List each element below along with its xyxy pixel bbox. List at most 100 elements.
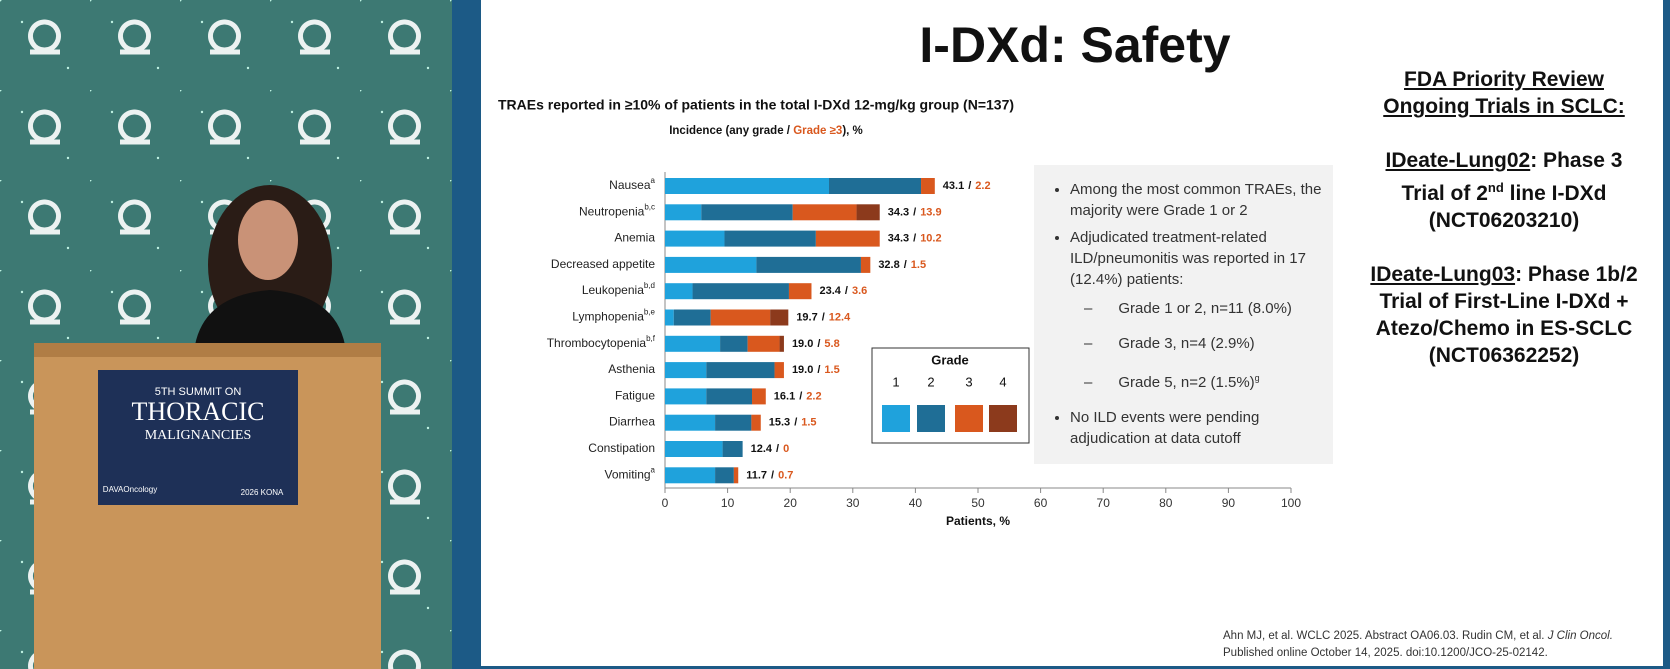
- y-tick-label: Fatigue: [615, 389, 655, 403]
- value-label: 11.7 / 0.7: [746, 469, 793, 481]
- bar-segment: [829, 178, 922, 194]
- sub-bullet-text: Grade 5, n=2 (1.5%): [1118, 374, 1255, 391]
- bar-segment: [665, 441, 723, 457]
- bar-segment: [779, 335, 784, 352]
- legend-label: 2: [927, 374, 934, 389]
- bar-segment: [815, 230, 880, 247]
- trial-id: (NCT06203210): [1428, 209, 1580, 232]
- y-tick-label: Diarrhea: [609, 415, 655, 429]
- legend-title: Grade: [931, 352, 969, 367]
- bar-segment: [752, 388, 766, 405]
- bar-segment: [665, 256, 757, 273]
- bar-segment: [715, 414, 752, 431]
- bar-segment: [856, 204, 880, 221]
- bar-segment: [692, 283, 789, 300]
- x-axis-title: Patients, %: [946, 514, 1010, 528]
- bar-segment: [747, 335, 780, 352]
- trial: IDeate-Lung03: Phase 1b/2 Trial of First…: [1368, 261, 1640, 369]
- total-label: 34.3: [888, 233, 909, 245]
- podium-text: 5TH SUMMIT ON: [155, 386, 242, 398]
- citation-text: Published online October 14, 2025. doi:1…: [1223, 647, 1548, 659]
- bar-segment: [706, 388, 753, 405]
- bar-segment: [665, 335, 721, 352]
- total-label: 23.4: [819, 285, 841, 297]
- grade3-label: 3.6: [852, 285, 867, 297]
- trial: IDeate-Lung02: Phase 3 Trial of 2nd line…: [1368, 147, 1640, 234]
- chart-title: TRAEs reported in ≥10% of patients in th…: [498, 97, 1014, 113]
- bar-segment: [724, 230, 816, 247]
- subtitle-part: Grade ≥3: [793, 125, 842, 137]
- subtitle-part: ), %: [842, 125, 862, 137]
- chart-subtitle: Incidence (any grade / Grade ≥3), %: [669, 125, 863, 137]
- total-label: 34.3: [888, 206, 909, 218]
- bar-segment: [722, 441, 743, 457]
- category-name: Decreased appetite: [551, 257, 655, 271]
- bar-segment: [665, 467, 716, 484]
- label-separator: /: [794, 417, 797, 429]
- bar-segment: [673, 309, 711, 326]
- bullet: Adjudicated treatment-related ILD/pneumo…: [1070, 227, 1333, 393]
- x-tick-label: 30: [846, 496, 860, 510]
- label-separator: /: [771, 469, 774, 481]
- category-note: a: [651, 176, 656, 185]
- label-separator: /: [904, 259, 907, 271]
- grade3-label: 13.9: [920, 206, 941, 218]
- grade3-label: 2.2: [806, 390, 821, 402]
- y-tick-label: Leukopeniab,d: [582, 281, 655, 297]
- y-tick-label: Neutropeniab,c: [579, 202, 655, 218]
- bullet-box: Among the most common TRAEs, the majorit…: [1034, 165, 1333, 464]
- category-name: Thrombocytopenia: [547, 336, 647, 350]
- y-tick-label: Lymphopeniab,e: [572, 308, 655, 324]
- bar-segment: [665, 178, 830, 194]
- category-name: Fatigue: [615, 389, 655, 403]
- value-label: 32.8 / 1.5: [878, 259, 926, 271]
- x-tick-label: 60: [1034, 496, 1048, 510]
- bar-segment: [665, 388, 707, 405]
- value-label: 43.1 / 2.2: [943, 180, 991, 192]
- trial-id: (NCT06362252): [1428, 344, 1580, 367]
- grade3-label: 10.2: [920, 233, 941, 245]
- category-name: Neutropenia: [579, 204, 645, 218]
- grade3-label: 1.5: [801, 417, 816, 429]
- podium-text: THORACIC: [132, 397, 265, 426]
- legend-label: 1: [892, 374, 899, 389]
- grade3-label: 12.4: [829, 311, 851, 323]
- label-separator: /: [776, 443, 779, 455]
- citation-journal: J Clin Oncol.: [1547, 630, 1613, 642]
- legend-swatch: [989, 405, 1017, 432]
- category-name: Lymphopenia: [572, 310, 644, 324]
- category-name: Asthenia: [608, 362, 655, 376]
- bar-segment: [665, 362, 707, 379]
- sub-bullet: Grade 1 or 2, n=11 (8.0%): [1084, 298, 1333, 319]
- bar-segment: [770, 309, 789, 326]
- label-separator: /: [913, 206, 916, 218]
- bullet-text: Adjudicated treatment-related ILD/pneumo…: [1070, 229, 1306, 288]
- grade3-label: 2.2: [975, 180, 990, 192]
- value-label: 16.1 / 2.2: [774, 390, 822, 402]
- value-label: 23.4 / 3.6: [819, 285, 867, 297]
- x-tick-label: 100: [1281, 496, 1301, 510]
- legend-label: 4: [999, 374, 1006, 389]
- total-label: 15.3: [769, 417, 790, 429]
- category-name: Nausea: [609, 178, 651, 192]
- value-label: 15.3 / 1.5: [769, 417, 817, 429]
- bar-segment: [665, 283, 693, 300]
- category-name: Anemia: [614, 231, 655, 245]
- value-label: 19.0 / 5.8: [792, 338, 840, 350]
- bar-segment: [720, 335, 748, 352]
- label-separator: /: [817, 338, 820, 350]
- category-note: a: [651, 465, 656, 474]
- value-label: 34.3 / 13.9: [888, 206, 942, 218]
- legend-swatch: [882, 405, 910, 432]
- bar-segment: [792, 204, 857, 221]
- sub-bullet: Grade 5, n=2 (1.5%)g: [1084, 368, 1333, 393]
- sub-bullet: Grade 3, n=4 (2.9%): [1084, 333, 1333, 354]
- bar-segment: [860, 256, 871, 273]
- total-label: 43.1: [943, 180, 964, 192]
- trial-sup: nd: [1487, 180, 1504, 195]
- y-tick-label: Nauseaa: [609, 176, 655, 192]
- x-tick-label: 20: [784, 496, 798, 510]
- legend-swatch: [917, 405, 945, 432]
- category-name: Diarrhea: [609, 415, 655, 429]
